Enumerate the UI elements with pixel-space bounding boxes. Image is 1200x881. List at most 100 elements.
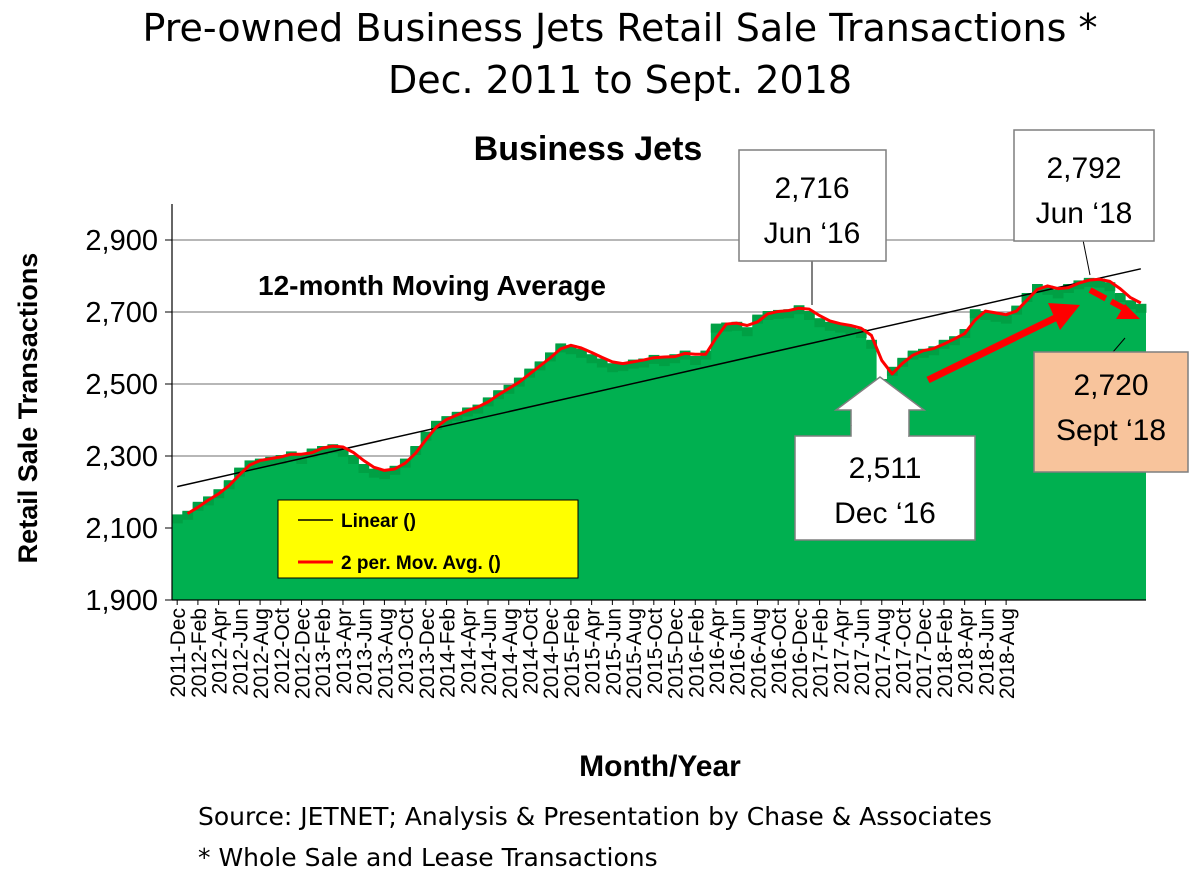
data-point [265,456,277,466]
data-point [659,357,670,367]
data-point [804,311,815,320]
tick-labels: 1,9002,1002,3002,5002,7002,9002011-Dec20… [85,225,1019,699]
x-tick-label: 2017-Jun [851,608,874,696]
red-trend-arrows [926,287,1140,384]
data-point [1073,280,1085,290]
x-tick-label: 2014-Oct [519,608,542,695]
x-tick-label: 2017-Apr [830,608,853,694]
data-point [182,510,194,520]
data-point [949,336,960,346]
x-tick-label: 2013-Aug [374,608,397,699]
data-point [710,323,722,333]
data-point [1021,293,1033,302]
data-point [1104,282,1116,292]
y-tick-label: 2,100 [85,513,158,545]
x-tick-label: 2015-Aug [623,608,646,699]
data-point [172,514,183,524]
callout-jun18-date: Jun ‘18 [1036,197,1133,230]
data-point [586,354,598,364]
x-tick-label: 2017-Aug [872,608,895,699]
data-point [1125,300,1137,310]
chart-title: Business Jets [474,130,703,168]
x-tick-label: 2016-Jun [727,608,750,696]
data-point [379,470,390,480]
x-tick-label: 2014-Feb [437,608,460,698]
x-tick-label: 2013-Dec [416,608,439,699]
page-title: Pre-owned Business Jets Retail Sale Tran… [142,6,1098,50]
source-note: Source: JETNET; Analysis & Presentation … [198,802,992,831]
x-tick-label: 2018-Feb [934,608,957,698]
data-point [980,311,991,320]
x-tick-label: 2013-Oct [395,608,418,695]
data-point [327,444,339,454]
x-tick-label: 2015-Jun [602,608,625,696]
data-point [1083,277,1095,287]
declining-trend-dashed-arrow [1088,287,1129,313]
x-tick-label: 2015-Oct [644,608,667,695]
x-tick-label: 2015-Apr [582,608,605,694]
data-point [752,314,764,324]
data-point [918,348,929,358]
x-tick-label: 2016-Dec [789,608,812,699]
x-tick-label: 2013-Feb [312,608,335,698]
data-point [410,446,422,455]
data-point [928,346,940,356]
x-tick-label: 2011-Dec [167,608,190,698]
x-tick-label: 2012-Aug [250,608,273,699]
data-point [731,321,743,331]
moving-average-label: 12-month Moving Average [258,270,606,301]
y-tick-label: 2,900 [85,225,158,257]
data-point [358,464,370,473]
moving-average-line [186,277,1142,515]
data-point [1094,278,1105,288]
data-point [337,447,349,457]
x-tick-label: 2012-Dec [292,608,315,699]
data-point [1000,314,1012,324]
data-point [596,358,608,368]
data-point [617,362,629,372]
data-point [565,345,577,355]
callout-jun16-date: Jun ‘16 [764,217,861,250]
data-point [741,327,753,337]
x-tick-label: 2012-Feb [188,608,211,698]
data-point [969,309,981,319]
callout-jun18-value: 2,792 [1046,152,1121,185]
data-point [783,309,795,319]
legend-movavg-label: 2 per. Mov. Avg. () [341,553,501,574]
callout-sept18: 2,720 Sept ‘18 [1033,337,1189,473]
data-point [1114,293,1126,302]
data-point [721,322,732,332]
data-point [348,455,359,464]
data-point [368,468,380,478]
callout-sept18-value: 2,720 [1073,369,1148,402]
x-tick-label: 2017-Dec [913,608,936,699]
data-point [576,348,587,358]
data-point [679,350,691,360]
x-tick-label: 2014-Aug [499,608,522,699]
x-tick-label: 2014-Dec [540,608,563,699]
x-tick-label: 2014-Apr [457,608,480,694]
callout-jun16-value: 2,716 [774,172,849,205]
callout-jun16: 2,716 Jun ‘16 [738,149,887,305]
y-tick-label: 1,900 [85,585,158,617]
data-point [690,356,701,365]
x-tick-label: 2013-Jun [354,608,377,696]
data-point [886,366,898,376]
x-tick-label: 2016-Feb [685,608,708,698]
data-point [420,431,432,441]
x-tick-label: 2015-Feb [561,608,584,698]
callout-dec16: 2,511 Dec ‘16 [794,376,976,541]
data-point [824,321,836,331]
callout-dec16-date: Dec ‘16 [834,497,936,530]
callout-dec16-value: 2,511 [849,452,922,485]
data-point [296,455,308,464]
x-tick-label: 2013-Apr [333,608,356,694]
x-tick-label: 2012-Apr [209,608,232,694]
x-tick-label: 2016-Aug [747,608,770,699]
data-point [472,404,484,414]
data-point [866,339,877,349]
x-tick-label: 2015-Dec [665,608,688,699]
callout-jun18: 2,792 Jun ‘18 [1013,129,1155,276]
x-tick-label: 2018-Jun [975,608,998,696]
data-point [669,354,681,364]
